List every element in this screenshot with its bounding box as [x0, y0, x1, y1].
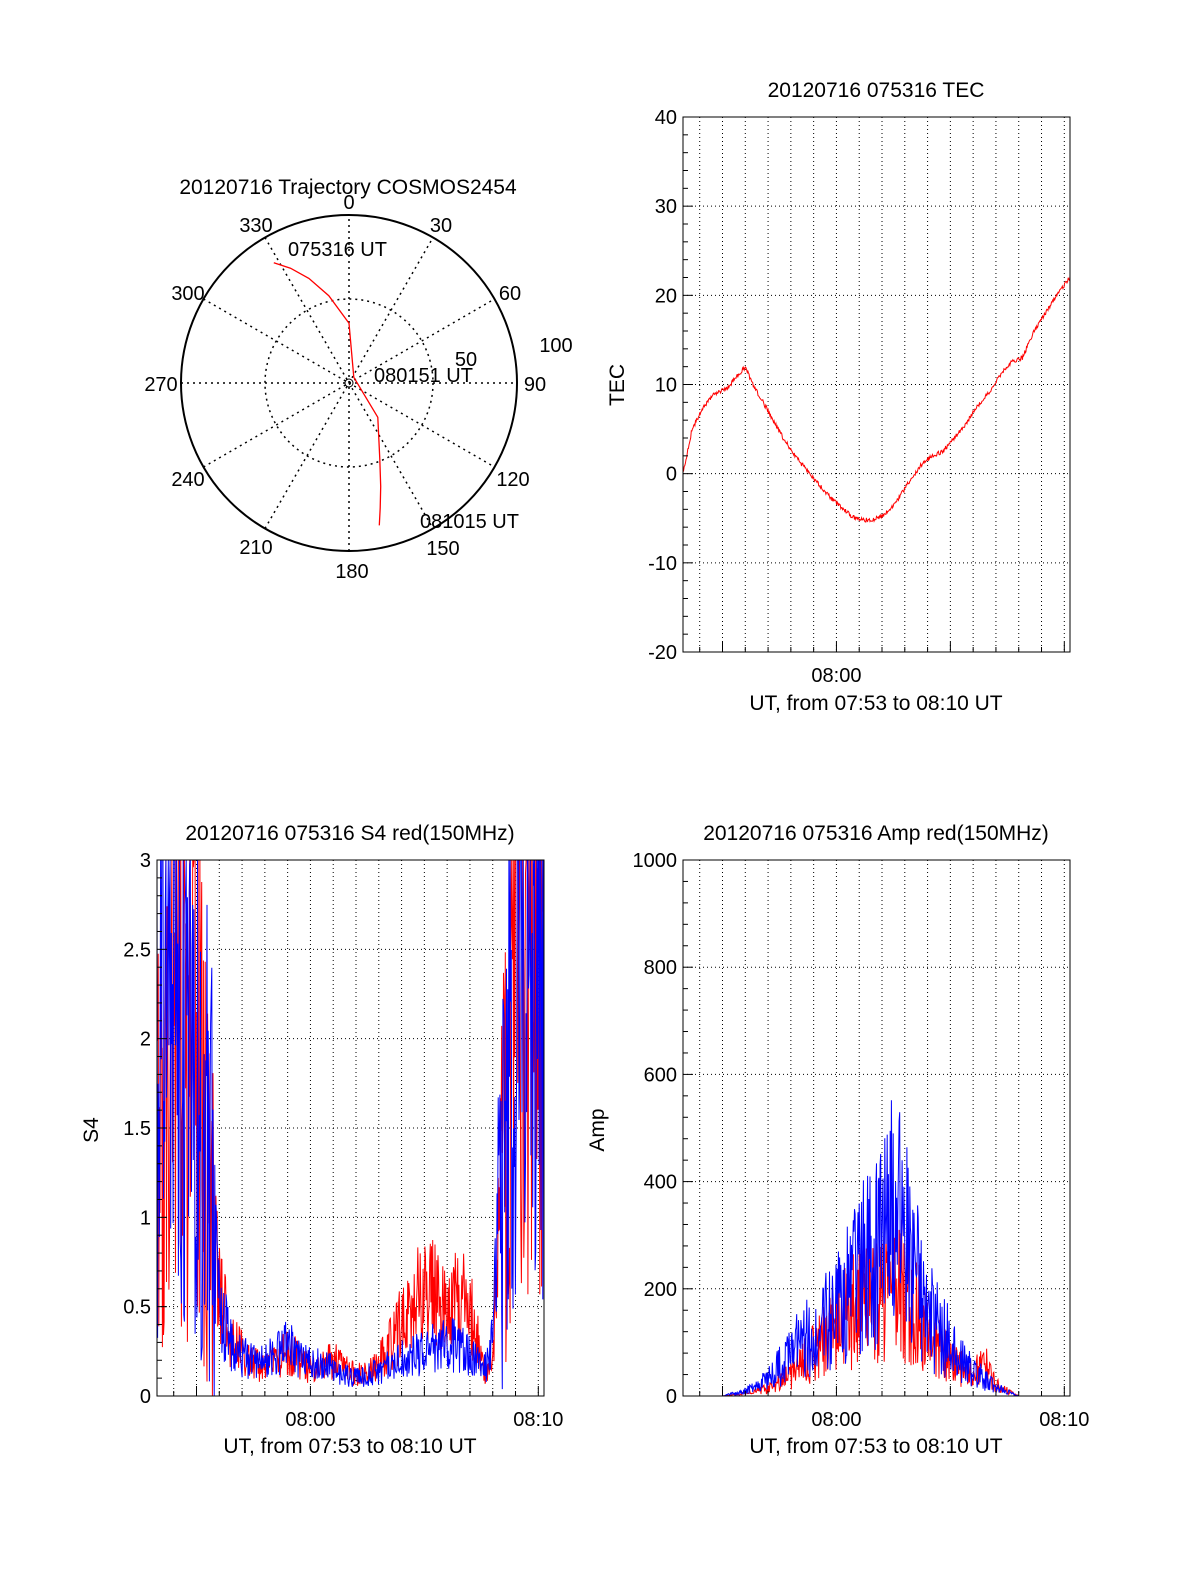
x-tick-label: 08:10 [513, 1409, 563, 1431]
y-tick-label: -20 [648, 642, 677, 664]
amp-title: 20120716 075316 Amp red(150MHz) [703, 822, 1049, 845]
y-tick-label: 2.5 [123, 939, 151, 961]
y-tick-label: 2 [140, 1029, 151, 1051]
x-tick-label: 08:00 [811, 1409, 861, 1431]
azimuth-tick-label: 300 [171, 283, 204, 305]
s4-y-axis-label: S4 [80, 1117, 103, 1143]
azimuth-tick-label: 120 [496, 469, 529, 491]
s4-title: 20120716 075316 S4 red(150MHz) [185, 822, 514, 845]
red-series-line [682, 276, 1071, 523]
azimuth-tick-label: 270 [144, 374, 177, 396]
azimuth-tick-label: 0 [343, 192, 354, 214]
amp-plot-frame [682, 859, 1071, 1397]
blue-series-line [156, 859, 545, 1397]
azimuth-tick-label: 180 [335, 561, 368, 583]
y-tick-label: 1 [140, 1207, 151, 1229]
azimuth-tick-label: 150 [426, 538, 459, 560]
y-tick-label: 600 [644, 1064, 677, 1086]
azimuth-tick-label: 30 [430, 215, 452, 237]
y-tick-label: 10 [655, 375, 677, 397]
start-time-annotation: 075316 UT [288, 239, 387, 261]
tec-title: 20120716 075316 TEC [768, 79, 985, 102]
y-tick-label: 3 [140, 850, 151, 872]
y-tick-label: 400 [644, 1172, 677, 1194]
tec-x-axis-label: UT, from 07:53 to 08:10 UT [749, 692, 1002, 715]
y-tick-label: 0 [140, 1386, 151, 1408]
trajectory-title: 20120716 Trajectory COSMOS2454 [179, 176, 517, 199]
elevation-ring-label: 50 [455, 349, 477, 371]
azimuth-tick-label: 240 [171, 469, 204, 491]
azimuth-tick-label: 330 [239, 215, 272, 237]
y-tick-label: 0 [666, 1386, 677, 1408]
y-tick-label: 1000 [633, 850, 678, 872]
y-tick-label: 30 [655, 196, 677, 218]
elevation-ring-label: 100 [539, 335, 572, 357]
y-tick-label: 20 [655, 285, 677, 307]
x-tick-label: 08:00 [811, 665, 861, 687]
y-tick-label: 40 [655, 107, 677, 129]
blue-series-line [683, 1100, 1070, 1397]
mid-time-annotation: 080151 UT [374, 365, 473, 387]
tec-y-axis-label: TEC [606, 364, 629, 406]
x-tick-label: 08:10 [1039, 1409, 1089, 1431]
trajectory-polar-panel: 20120716 Trajectory COSMOS2454 0 30 60 90 12… [144, 176, 572, 583]
s4-panel: 20120716 075316 S4 red(150MHz) 0 0.5 1 1.5 2… [80, 822, 563, 1458]
x-tick-label: 08:00 [285, 1409, 335, 1431]
polar-spoke [264, 237, 434, 529]
tec-panel: 20120716 075316 TEC -20 -10 0 10 20 30 40 08:00… [606, 79, 1071, 715]
amp-panel: 20120716 075316 Amp red(150MHz) 0 200 400 6… [586, 822, 1089, 1458]
azimuth-tick-label: 60 [499, 283, 521, 305]
satellite-trajectory-line [273, 262, 382, 526]
amp-x-axis-label: UT, from 07:53 to 08:10 UT [749, 1435, 1002, 1458]
end-time-annotation: 081015 UT [420, 511, 519, 533]
y-tick-label: 0.5 [123, 1297, 151, 1319]
s4-x-axis-label: UT, from 07:53 to 08:10 UT [223, 1435, 476, 1458]
y-tick-label: 0 [666, 464, 677, 486]
amp-y-axis-label: Amp [586, 1108, 609, 1151]
y-tick-label: -10 [648, 553, 677, 575]
y-tick-label: 1.5 [123, 1118, 151, 1140]
y-tick-label: 800 [644, 957, 677, 979]
azimuth-tick-label: 210 [239, 537, 272, 559]
red-series-line [156, 859, 545, 1397]
y-tick-label: 200 [644, 1279, 677, 1301]
azimuth-tick-label: 90 [524, 374, 546, 396]
